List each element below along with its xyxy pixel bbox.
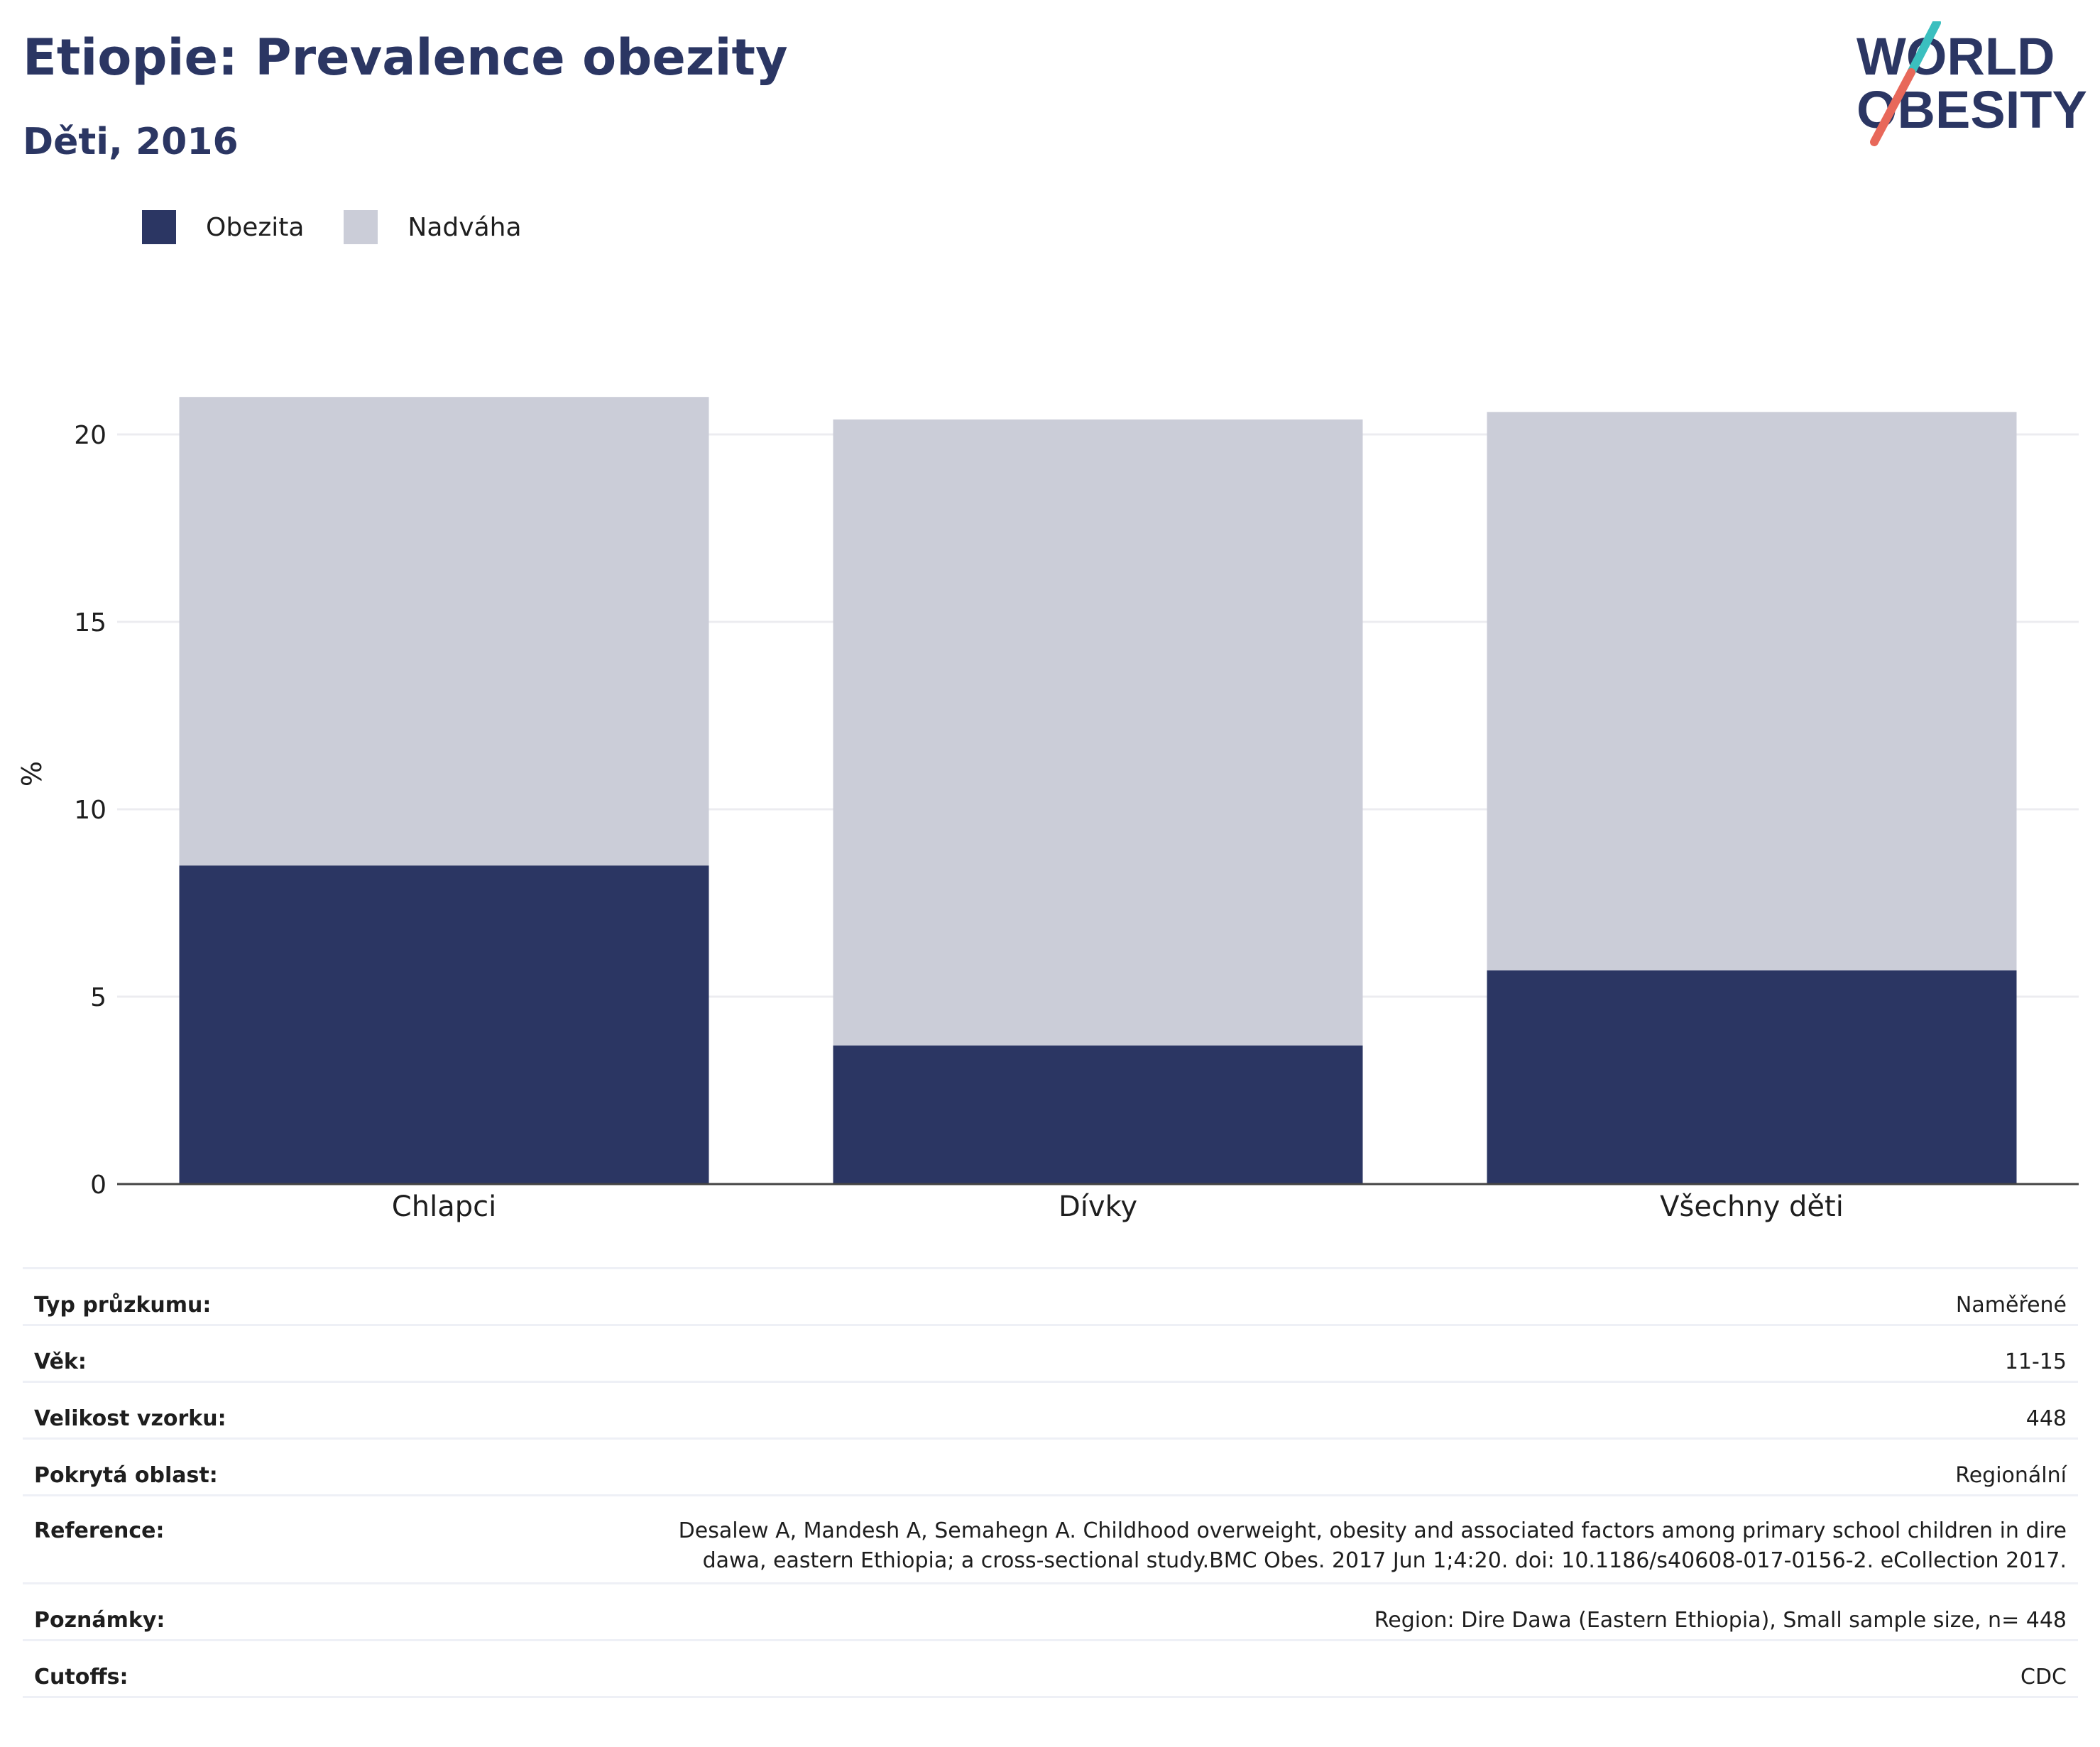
info-value: Region: Dire Dawa (Eastern Ethiopia), Sm… <box>449 1582 2078 1641</box>
bar-nadvaha <box>833 419 1363 1046</box>
info-value: CDC <box>449 1639 2078 1698</box>
x-tick-label: Dívky <box>1059 1190 1137 1223</box>
chart-legend: Obezita Nadváha <box>142 210 562 244</box>
bar-obezita <box>1487 970 2017 1184</box>
chart-title: Etiopie: Prevalence obezity <box>23 28 788 87</box>
y-tick-label: 10 <box>74 796 106 825</box>
world-obesity-logo: WORLD OBESITY <box>1856 21 2087 146</box>
bar-nadvaha <box>179 397 709 866</box>
logo-slash-top <box>1907 21 1941 77</box>
info-key: Věk: <box>23 1324 449 1382</box>
bar-chart: 0 5 10 15 20% Chlapci Dívky Všechny děti <box>16 397 2079 1223</box>
info-value: 11-15 <box>449 1324 2078 1382</box>
chart-subtitle: Děti, 2016 <box>23 121 239 163</box>
info-row-coverage: Pokrytá oblast: Regionální <box>23 1437 2078 1496</box>
info-key: Typ průzkumu: <box>23 1267 449 1325</box>
info-row-sample-size: Velikost vzorku: 448 <box>23 1381 2078 1439</box>
info-key: Pokrytá oblast: <box>23 1437 449 1496</box>
legend-label-obesity: Obezita <box>206 212 305 242</box>
reference-line-1: Desalew A, Mandesh A, Semahegn A. Childh… <box>678 1518 2067 1543</box>
info-key: Cutoffs: <box>23 1639 449 1698</box>
bar-obezita <box>179 865 709 1184</box>
info-key: Velikost vzorku: <box>23 1381 449 1439</box>
info-value: 448 <box>449 1381 2078 1439</box>
legend-swatch-obesity <box>142 210 176 244</box>
x-tick-label: Všechny děti <box>1660 1190 1844 1223</box>
y-tick-label: 0 <box>90 1171 106 1200</box>
legend-swatch-overweight <box>344 210 378 244</box>
y-tick-label: 20 <box>74 421 106 450</box>
info-row-cutoffs: Cutoffs: CDC <box>23 1639 2078 1698</box>
info-key: Poznámky: <box>23 1582 449 1641</box>
info-row-age: Věk: 11-15 <box>23 1324 2078 1382</box>
reference-line-2: dawa, eastern Ethiopia; a cross-sectiona… <box>702 1548 2067 1573</box>
bar-nadvaha <box>1487 412 2017 971</box>
info-row-notes: Poznámky: Region: Dire Dawa (Eastern Eth… <box>23 1582 2078 1641</box>
legend-item-obesity[interactable]: Obezita <box>142 210 304 244</box>
logo-slash-bottom <box>1870 68 1915 146</box>
logo-word-world: WORLD <box>1856 27 2055 86</box>
y-tick-label: 15 <box>74 608 106 637</box>
legend-item-overweight[interactable]: Nadváha <box>344 210 522 244</box>
y-axis-title: % <box>16 761 48 787</box>
info-row-reference: Reference: Desalew A, Mandesh A, Semaheg… <box>23 1494 2078 1584</box>
info-value: Regionální <box>449 1437 2078 1496</box>
info-value: Desalew A, Mandesh A, Semahegn A. Childh… <box>449 1494 2078 1584</box>
info-key: Reference: <box>23 1494 449 1584</box>
bar-obezita <box>833 1045 1363 1184</box>
info-value: Naměřené <box>449 1267 2078 1325</box>
x-tick-label: Chlapci <box>392 1190 496 1223</box>
survey-info-table: Typ průzkumu: Naměřené Věk: 11-15 Veliko… <box>23 1267 2078 1698</box>
y-tick-label: 5 <box>90 983 106 1012</box>
info-row-survey-type: Typ průzkumu: Naměřené <box>23 1267 2078 1325</box>
legend-label-overweight: Nadváha <box>408 212 522 242</box>
